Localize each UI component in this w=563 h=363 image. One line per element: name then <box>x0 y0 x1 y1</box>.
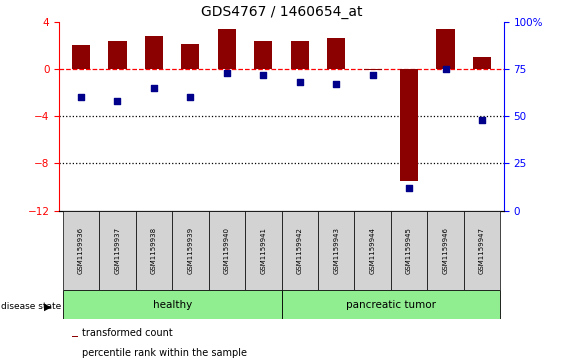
Point <box>186 94 195 100</box>
Text: healthy: healthy <box>153 300 192 310</box>
FancyBboxPatch shape <box>318 211 355 290</box>
Bar <box>291 41 309 69</box>
Text: GSM1159936: GSM1159936 <box>78 227 84 274</box>
FancyBboxPatch shape <box>427 211 464 290</box>
Bar <box>73 336 78 337</box>
Point <box>259 72 268 78</box>
Title: GDS4767 / 1460654_at: GDS4767 / 1460654_at <box>201 5 362 19</box>
Point <box>149 85 158 91</box>
FancyBboxPatch shape <box>62 211 99 290</box>
Text: GSM1159942: GSM1159942 <box>297 227 303 274</box>
Text: GSM1159946: GSM1159946 <box>443 227 449 274</box>
Point <box>295 79 304 85</box>
FancyBboxPatch shape <box>172 211 208 290</box>
Bar <box>254 41 272 69</box>
Bar <box>181 44 199 69</box>
Point <box>77 94 86 100</box>
FancyBboxPatch shape <box>391 211 427 290</box>
Point <box>368 72 377 78</box>
Bar <box>145 36 163 69</box>
Point <box>113 98 122 104</box>
FancyBboxPatch shape <box>208 211 245 290</box>
Point <box>332 81 341 87</box>
Text: percentile rank within the sample: percentile rank within the sample <box>82 348 247 358</box>
Text: pancreatic tumor: pancreatic tumor <box>346 300 436 310</box>
Point <box>477 117 486 123</box>
Text: GSM1159945: GSM1159945 <box>406 227 412 274</box>
Bar <box>436 29 455 69</box>
Text: GSM1159941: GSM1159941 <box>260 227 266 274</box>
FancyBboxPatch shape <box>282 290 501 319</box>
FancyBboxPatch shape <box>136 211 172 290</box>
Text: GSM1159938: GSM1159938 <box>151 227 157 274</box>
FancyBboxPatch shape <box>464 211 501 290</box>
Bar <box>364 69 382 70</box>
Text: transformed count: transformed count <box>82 329 173 338</box>
Text: ▶: ▶ <box>44 302 52 312</box>
FancyBboxPatch shape <box>282 211 318 290</box>
Text: GSM1159939: GSM1159939 <box>187 227 193 274</box>
Bar <box>108 41 127 69</box>
Text: GSM1159940: GSM1159940 <box>224 227 230 274</box>
FancyBboxPatch shape <box>355 211 391 290</box>
Text: GSM1159943: GSM1159943 <box>333 227 339 274</box>
Text: GSM1159944: GSM1159944 <box>370 227 376 274</box>
Bar <box>327 38 345 69</box>
Bar <box>473 57 491 69</box>
FancyBboxPatch shape <box>62 290 282 319</box>
Bar <box>400 69 418 181</box>
FancyBboxPatch shape <box>99 211 136 290</box>
Point <box>222 70 231 76</box>
Bar <box>72 45 90 69</box>
Text: GSM1159947: GSM1159947 <box>479 227 485 274</box>
Point <box>441 66 450 72</box>
Bar <box>218 29 236 69</box>
Text: disease state: disease state <box>1 302 61 311</box>
Point <box>405 185 414 191</box>
Text: GSM1159937: GSM1159937 <box>114 227 120 274</box>
FancyBboxPatch shape <box>245 211 282 290</box>
